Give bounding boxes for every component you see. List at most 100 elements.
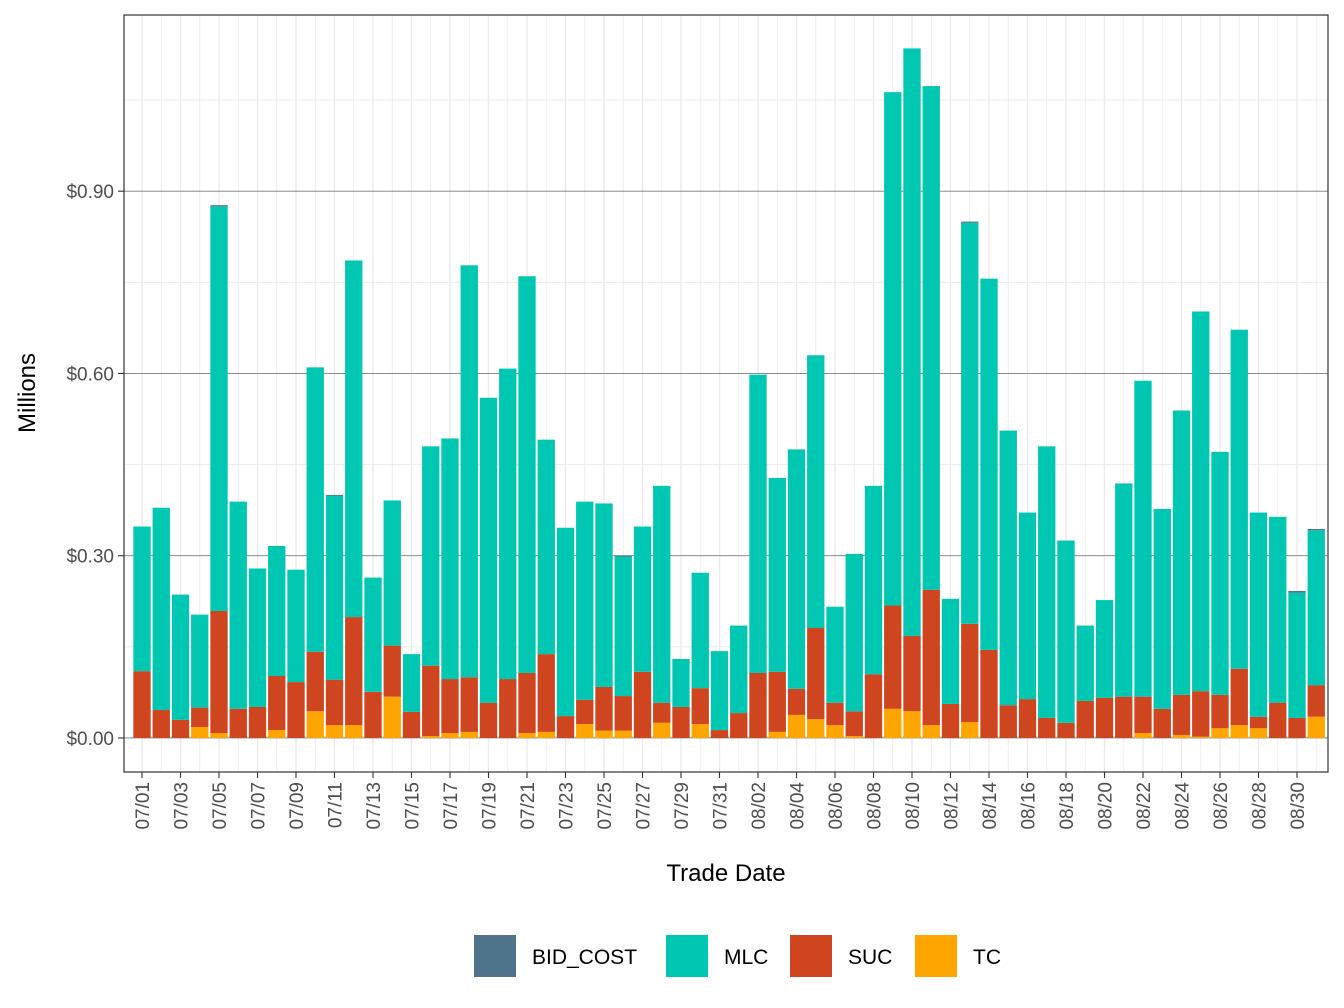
bar-mlc-07/28	[653, 485, 671, 703]
x-tick-label: 08/14	[980, 782, 1001, 830]
bar-stack-07/19	[479, 397, 498, 738]
bar-stack-08/19	[1076, 625, 1094, 738]
bar-suc-08/10	[903, 635, 921, 712]
bar-mlc-07/23	[556, 527, 575, 717]
bar-tc-07/14	[383, 696, 401, 738]
bar-mlc-08/31	[1307, 530, 1325, 686]
bar-stack-07/16	[422, 446, 440, 738]
y-tick-label: $0.00	[66, 729, 114, 750]
bar-mlc-07/11	[325, 495, 344, 680]
bar-suc-07/21	[518, 672, 536, 734]
bar-suc-08/17	[1038, 717, 1056, 738]
legend-key-suc	[790, 935, 832, 977]
bar-tc-08/09	[884, 708, 902, 738]
bar-stack-07/13	[364, 577, 382, 738]
bar-stack-08/01	[730, 625, 748, 738]
bar-stack-07/20	[499, 368, 517, 738]
bar-tc-07/21	[518, 733, 536, 738]
bar-mlc-07/08	[268, 545, 286, 677]
legend-key-bid_cost	[474, 935, 516, 977]
bar-stack-08/31	[1307, 528, 1325, 738]
bar-suc-08/27	[1230, 668, 1248, 726]
bar-mlc-08/03	[768, 477, 786, 672]
x-tick-label: 08/26	[1211, 782, 1232, 830]
bar-mlc-07/12	[345, 260, 363, 618]
bar-mlc-07/24	[576, 501, 594, 700]
bar-stack-07/14	[383, 500, 401, 738]
bar-stack-07/24	[576, 501, 594, 738]
bar-suc-07/06	[229, 708, 247, 738]
bar-stack-07/04	[191, 614, 209, 738]
x-tick-label: 07/07	[249, 782, 270, 830]
bar-mlc-08/16	[1018, 512, 1037, 700]
y-tick-label: $0.60	[66, 364, 114, 385]
plot-border	[123, 14, 1329, 773]
bar-suc-08/15	[999, 705, 1017, 738]
bar-suc-08/12	[941, 703, 960, 738]
x-tick-label: 08/12	[942, 782, 963, 830]
bar-stack-07/05	[210, 205, 228, 738]
x-tick-label: 08/02	[749, 782, 770, 830]
bar-tc-07/22	[537, 731, 555, 738]
bar-suc-08/11	[922, 589, 940, 726]
x-tick-label: 07/09	[287, 782, 308, 830]
bar-tc-08/24	[1172, 734, 1191, 738]
bar-suc-08/19	[1076, 700, 1094, 738]
bar-tc-07/17	[441, 733, 459, 738]
bar-mlc-07/18	[460, 265, 478, 678]
bar-tc-07/04	[191, 727, 209, 738]
x-tick-label: 08/30	[1288, 782, 1309, 830]
x-tick-label: 07/29	[672, 782, 693, 830]
bar-mlc-08/20	[1095, 600, 1114, 698]
bar-suc-08/20	[1095, 697, 1114, 738]
bar-stack-07/21	[518, 276, 536, 738]
bar-tc-08/05	[807, 719, 825, 738]
x-tick-label: 07/03	[172, 782, 193, 830]
x-tick-label: 07/25	[595, 782, 616, 830]
bar-suc-07/22	[537, 654, 555, 732]
bar-mlc-07/02	[152, 507, 170, 711]
bar-suc-08/30	[1288, 717, 1306, 738]
legend-label-mlc: MLC	[724, 946, 768, 969]
bar-suc-07/18	[460, 677, 478, 732]
bar-stack-08/04	[787, 449, 806, 738]
bar-suc-07/16	[422, 665, 440, 737]
y-axis-title: Millions	[14, 353, 41, 433]
bar-tc-08/10	[903, 711, 921, 738]
legend-key-tc	[915, 935, 957, 977]
bar-suc-08/29	[1269, 702, 1287, 738]
bar-mlc-07/19	[479, 397, 498, 703]
bar-stack-08/12	[941, 598, 960, 738]
bar-tc-08/25	[1192, 736, 1210, 738]
bar-suc-08/23	[1153, 708, 1171, 738]
bar-suc-08/31	[1307, 685, 1325, 717]
bar-stack-07/11	[325, 494, 344, 738]
bar-tc-08/07	[845, 736, 863, 738]
bar-mlc-08/28	[1249, 512, 1268, 717]
bar-mlc-08/17	[1038, 446, 1056, 718]
y-axis: $0.00 $0.30 $0.60 $0.90	[66, 182, 124, 750]
bar-suc-07/31	[710, 730, 729, 738]
bar-suc-07/27	[633, 671, 652, 738]
x-tick-label: 07/01	[133, 782, 154, 830]
bar-suc-07/26	[614, 696, 632, 731]
bar-suc-07/09	[287, 682, 305, 738]
bar-stack-08/11	[922, 86, 940, 738]
bar-mlc-07/30	[691, 572, 709, 689]
bar-stack-08/21	[1115, 483, 1133, 738]
bar-stack-07/18	[460, 265, 478, 738]
bar-tc-08/26	[1211, 728, 1229, 738]
x-tick-label: 08/04	[788, 782, 809, 830]
bar-suc-07/23	[556, 716, 575, 738]
bar-stack-08/26	[1211, 451, 1229, 738]
bar-stack-07/09	[287, 569, 305, 738]
bar-tc-07/18	[460, 731, 478, 738]
bar-mlc-07/13	[364, 577, 382, 692]
bar-suc-08/22	[1134, 696, 1152, 734]
bar-mlc-07/15	[402, 654, 421, 712]
x-axis-title: Trade Date	[666, 860, 785, 887]
bar-suc-08/02	[749, 672, 767, 738]
bar-tc-08/27	[1230, 725, 1248, 738]
bar-mlc-08/26	[1211, 451, 1229, 695]
bar-mlc-08/12	[941, 598, 960, 704]
